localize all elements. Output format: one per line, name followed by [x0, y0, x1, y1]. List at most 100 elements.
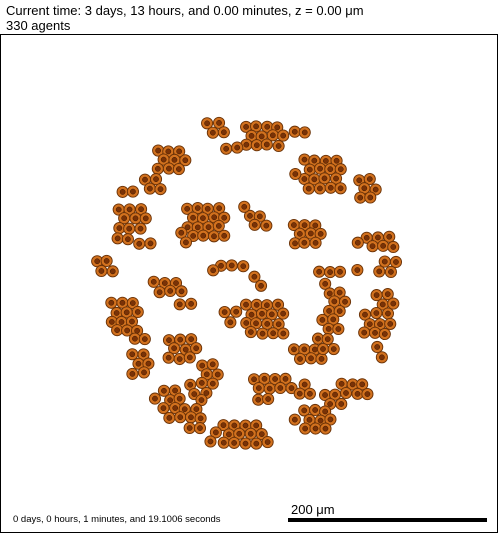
- cell-agent: [220, 142, 233, 155]
- cell-agent: [375, 351, 388, 364]
- cell-agent: [135, 203, 148, 216]
- cell-agent: [335, 397, 348, 411]
- cell-agent: [288, 413, 301, 426]
- cell-agent: [174, 411, 187, 424]
- cell-agent: [378, 327, 391, 341]
- cell-agent: [168, 153, 181, 166]
- cell-agent: [224, 316, 237, 329]
- cell-agent: [173, 298, 186, 311]
- cell-agent: [131, 305, 144, 318]
- cell-agent: [308, 173, 321, 186]
- cell-agent: [319, 422, 332, 435]
- cell-agent: [313, 265, 326, 278]
- cell-agent: [371, 340, 384, 354]
- cell-agent: [217, 436, 230, 449]
- cell-agent: [381, 307, 394, 320]
- cell-agent: [274, 381, 287, 395]
- cell-agent: [272, 318, 285, 331]
- cell-agent: [315, 352, 328, 365]
- cell-agent: [143, 182, 156, 195]
- cell-agent: [293, 352, 307, 365]
- cell-agent: [218, 306, 231, 319]
- cell-agent: [298, 236, 311, 249]
- cell-agent: [233, 427, 246, 440]
- cell-agent: [377, 239, 390, 252]
- status-header: Current time: 3 days, 13 hours, and 0.00…: [6, 3, 364, 33]
- cell-agent: [363, 172, 376, 186]
- cell-agent: [351, 236, 364, 249]
- cell-agent: [324, 163, 337, 176]
- scale-bar: [288, 518, 487, 522]
- cell-agent: [244, 427, 257, 440]
- cell-agent: [206, 377, 219, 390]
- cell-agent: [293, 227, 306, 240]
- cell-agent: [179, 154, 192, 167]
- cell-agent: [346, 378, 359, 391]
- cell-agent: [287, 218, 300, 232]
- cell-agent: [196, 359, 209, 372]
- cell-agent: [126, 185, 139, 198]
- cell-agent: [258, 372, 271, 385]
- cell-agent: [154, 183, 167, 196]
- cell-agent: [277, 129, 290, 142]
- elapsed-time-text: 0 days, 0 hours, 1 minutes, and 19.1006 …: [13, 514, 221, 525]
- cell-agent: [142, 357, 155, 370]
- cell-agent: [304, 352, 318, 365]
- cell-agent: [389, 255, 403, 269]
- cell-agent: [196, 212, 209, 225]
- cell-agent: [181, 202, 194, 215]
- cell-agent: [111, 324, 124, 337]
- cell-agent: [207, 264, 220, 277]
- current-time-text: Current time: 3 days, 13 hours, and 0.00…: [6, 3, 364, 18]
- cell-agent: [144, 237, 157, 250]
- cell-agent: [271, 298, 285, 311]
- cell-agent: [250, 139, 263, 152]
- cell-agent: [267, 327, 280, 340]
- cell-agent: [371, 231, 384, 244]
- cell-agent: [351, 263, 364, 277]
- cell-agent: [303, 387, 316, 400]
- cell-agent: [206, 126, 219, 139]
- cell-agent: [174, 333, 187, 346]
- cell-agent: [260, 138, 273, 151]
- cell-agent: [260, 219, 273, 232]
- cell-agent: [263, 382, 276, 395]
- cell-agent: [327, 313, 340, 326]
- cell-agent: [370, 306, 383, 320]
- cell-agent: [289, 167, 302, 181]
- cell-agent: [126, 348, 139, 361]
- cell-agent: [157, 402, 170, 415]
- cell-agent: [194, 412, 207, 425]
- cell-agent: [256, 327, 269, 340]
- cell-agent: [163, 411, 176, 424]
- cell-agent: [172, 163, 185, 176]
- cell-agent: [240, 120, 253, 133]
- cell-agent: [356, 378, 369, 391]
- cell-agent: [339, 386, 353, 400]
- cell-agent: [134, 222, 147, 235]
- cell-agent: [137, 366, 151, 379]
- cell-agent: [132, 357, 145, 370]
- cell-agent: [332, 322, 345, 336]
- cell-agent: [293, 387, 306, 400]
- cell-agent: [151, 162, 164, 175]
- cell-agent: [195, 394, 208, 407]
- cell-agent: [118, 212, 131, 225]
- cell-agent: [204, 435, 217, 448]
- cell-agent: [298, 378, 311, 391]
- cell-agent: [384, 317, 397, 330]
- cell-agent: [206, 358, 219, 371]
- cell-agent: [272, 139, 285, 153]
- cell-agent: [190, 342, 203, 355]
- cell-agent: [302, 182, 315, 195]
- cell-agent: [147, 275, 160, 288]
- cell-agent: [262, 392, 275, 406]
- cell-agent: [374, 318, 387, 331]
- cell-agent: [328, 295, 341, 308]
- cell-agent: [212, 116, 226, 129]
- cell-agent: [217, 126, 230, 139]
- cell-agent: [311, 332, 325, 345]
- cell-agent: [129, 212, 142, 225]
- cell-agent: [248, 373, 261, 386]
- cell-agent: [384, 265, 397, 278]
